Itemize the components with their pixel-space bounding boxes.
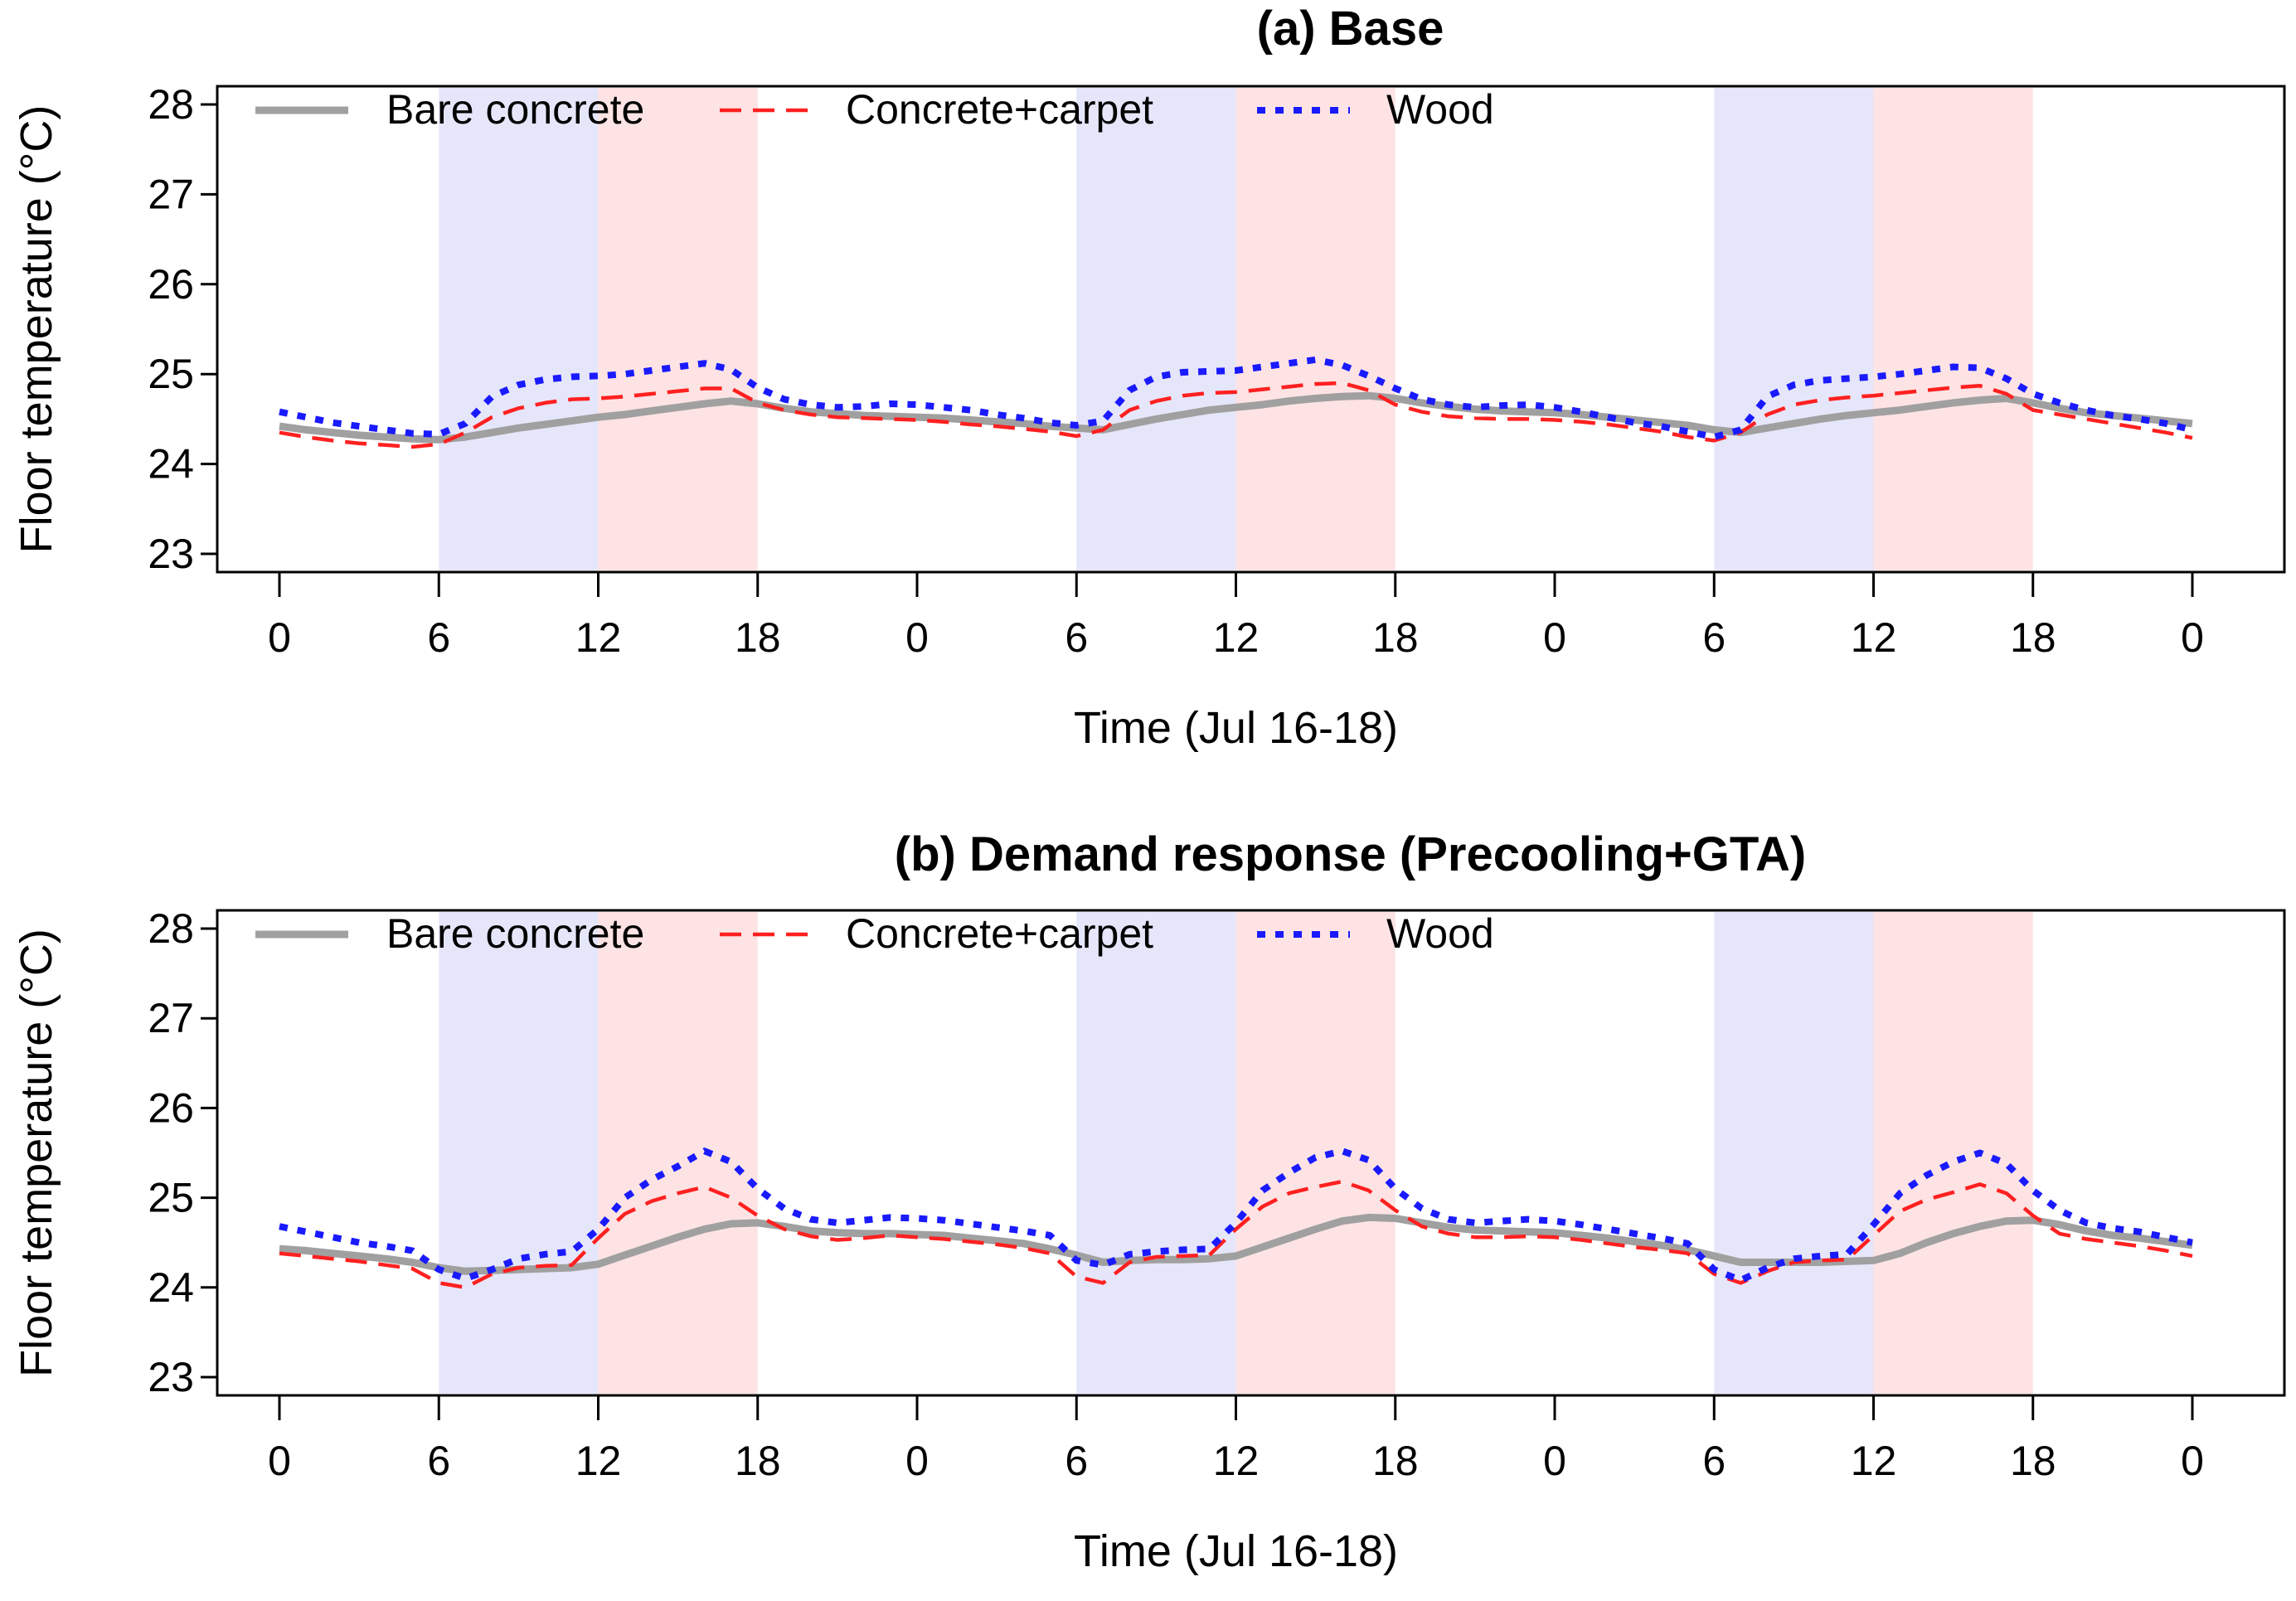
x-tick-label: 6 <box>1065 614 1088 661</box>
x-tick-label: 12 <box>575 1438 622 1484</box>
y-tick-label: 24 <box>148 441 194 488</box>
x-tick-label: 18 <box>735 1438 781 1484</box>
x-tick-label: 0 <box>1543 614 1566 661</box>
legend-label: Concrete+carpet <box>846 910 1153 957</box>
x-tick-label: 0 <box>905 1438 929 1484</box>
x-tick-label: 12 <box>1851 614 1897 661</box>
panel-a: (a) Base 23 24 25 26 27 28 0 6 12 18 0 6 12 18 0 6 12 18 0 T… <box>12 2 2286 753</box>
shaded-band <box>439 88 599 570</box>
legend-label: Bare concrete <box>386 86 644 133</box>
shaded-band <box>439 912 599 1394</box>
series-line-concrete-carpet <box>279 381 2193 449</box>
shaded-band <box>598 912 758 1394</box>
series-line-wood <box>279 1147 2193 1284</box>
y-tick-label: 23 <box>148 1354 194 1400</box>
x-tick-label: 6 <box>427 1438 450 1484</box>
x-tick-label: 0 <box>2181 1438 2204 1484</box>
x-tick-label: 12 <box>1213 614 1260 661</box>
x-tick-label: 0 <box>2181 614 2204 661</box>
y-tick-label: 25 <box>148 351 194 397</box>
x-tick-label: 18 <box>2010 614 2056 661</box>
x-tick-label: 0 <box>905 614 929 661</box>
legend-label: Concrete+carpet <box>846 86 1153 133</box>
y-tick-label: 26 <box>148 261 194 308</box>
x-axis-title: Time (Jul 16-18) <box>1074 1526 1398 1576</box>
x-tick-label: 6 <box>1702 1438 1726 1484</box>
shaded-band <box>1076 88 1236 570</box>
shaded-band <box>1873 912 2033 1394</box>
plot-frame <box>216 85 2286 574</box>
x-tick-label: 6 <box>1065 1438 1088 1484</box>
x-tick-label: 12 <box>1851 1438 1897 1484</box>
series-line-concrete-carpet <box>279 1179 2193 1290</box>
y-axis-title: Floor temperature (°C) <box>12 929 61 1377</box>
legend-label: Wood <box>1386 910 1494 957</box>
y-tick-label: 27 <box>148 171 194 217</box>
legend-label: Wood <box>1386 86 1494 133</box>
x-tick-label: 0 <box>1543 1438 1566 1484</box>
chart-title: (a) Base <box>1257 2 1444 56</box>
shaded-band <box>1235 912 1396 1394</box>
shaded-band <box>1235 88 1396 570</box>
x-tick-label: 12 <box>1213 1438 1260 1484</box>
x-tick-label: 6 <box>427 614 450 661</box>
series-line-bare-concrete <box>279 1213 2193 1275</box>
y-tick-label: 23 <box>148 531 194 577</box>
x-tick-label: 0 <box>268 1438 291 1484</box>
shaded-band <box>598 88 758 570</box>
y-tick-label: 28 <box>148 81 194 128</box>
y-tick-label: 25 <box>148 1175 194 1221</box>
x-tick-label: 18 <box>735 614 781 661</box>
shaded-band <box>1076 912 1236 1394</box>
plot-frame <box>216 909 2286 1397</box>
y-tick-label: 27 <box>148 995 194 1041</box>
y-tick-label: 28 <box>148 905 194 952</box>
x-tick-label: 12 <box>575 614 622 661</box>
series-line-bare-concrete <box>279 391 2193 444</box>
chart-title: (b) Demand response (Precooling+GTA) <box>895 827 1806 881</box>
y-tick-label: 26 <box>148 1084 194 1131</box>
x-tick-label: 6 <box>1702 614 1726 661</box>
shaded-band <box>1714 912 1874 1394</box>
shaded-band <box>1714 88 1874 570</box>
x-tick-label: 0 <box>268 614 291 661</box>
shaded-band <box>1873 88 2033 570</box>
x-axis-title: Time (Jul 16-18) <box>1074 703 1398 753</box>
x-tick-label: 18 <box>2010 1438 2056 1484</box>
x-tick-label: 18 <box>1372 1438 1419 1484</box>
panel-b: (b) Demand response (Precooling+GTA) 23 24… <box>12 827 2286 1576</box>
y-axis-title: Floor temperature (°C) <box>12 105 61 554</box>
series-line-wood <box>279 356 2193 441</box>
legend-label: Bare concrete <box>386 910 644 957</box>
x-tick-label: 18 <box>1372 614 1419 661</box>
y-tick-label: 24 <box>148 1264 194 1311</box>
